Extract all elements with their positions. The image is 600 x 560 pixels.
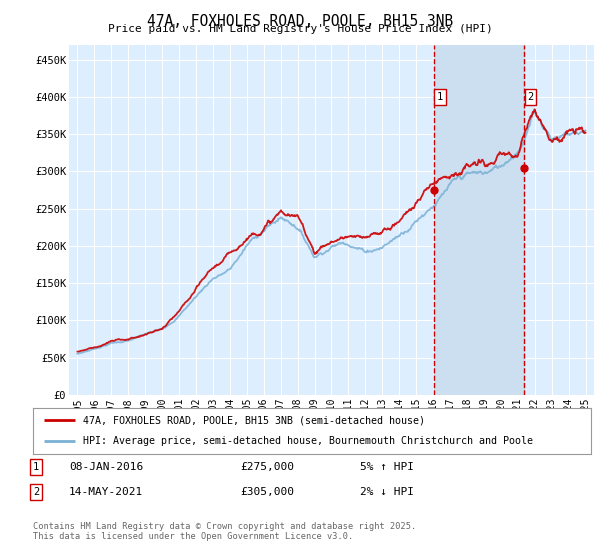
Text: 2% ↓ HPI: 2% ↓ HPI (360, 487, 414, 497)
Text: 2: 2 (527, 92, 533, 102)
Text: Price paid vs. HM Land Registry's House Price Index (HPI): Price paid vs. HM Land Registry's House … (107, 24, 493, 34)
Text: 14-MAY-2021: 14-MAY-2021 (69, 487, 143, 497)
Text: 08-JAN-2016: 08-JAN-2016 (69, 462, 143, 472)
Text: £275,000: £275,000 (240, 462, 294, 472)
Text: 47A, FOXHOLES ROAD, POOLE, BH15 3NB: 47A, FOXHOLES ROAD, POOLE, BH15 3NB (147, 14, 453, 29)
Text: £305,000: £305,000 (240, 487, 294, 497)
Text: 1: 1 (437, 92, 443, 102)
Text: 2: 2 (33, 487, 39, 497)
Text: HPI: Average price, semi-detached house, Bournemouth Christchurch and Poole: HPI: Average price, semi-detached house,… (83, 436, 533, 446)
Text: Contains HM Land Registry data © Crown copyright and database right 2025.
This d: Contains HM Land Registry data © Crown c… (33, 522, 416, 542)
Text: 1: 1 (33, 462, 39, 472)
Text: 47A, FOXHOLES ROAD, POOLE, BH15 3NB (semi-detached house): 47A, FOXHOLES ROAD, POOLE, BH15 3NB (sem… (83, 415, 425, 425)
Text: 5% ↑ HPI: 5% ↑ HPI (360, 462, 414, 472)
Bar (434, 45, 524, 395)
